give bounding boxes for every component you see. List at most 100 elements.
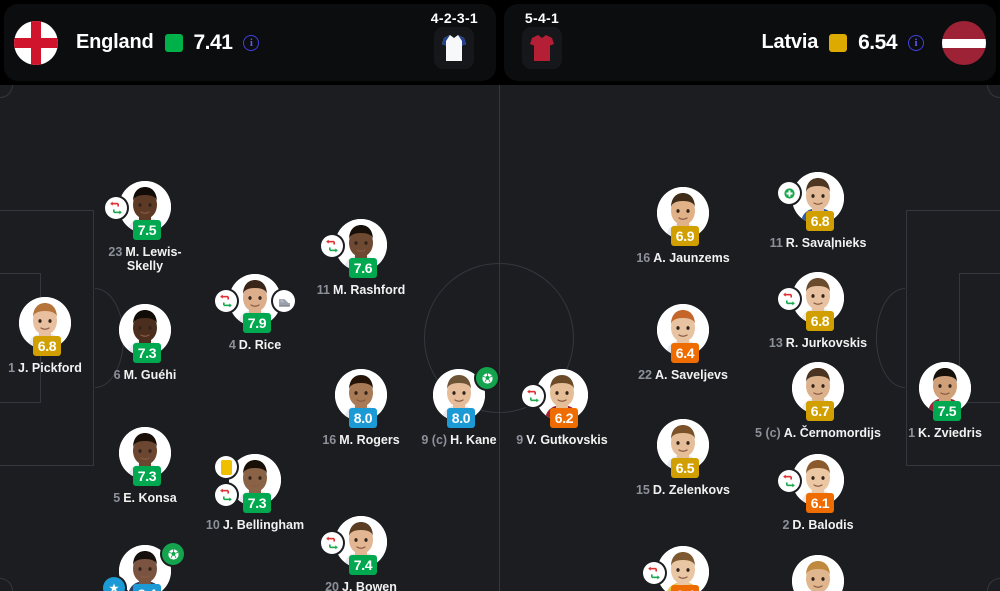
away-team-card[interactable]: 5-4-1 Latvia 6.54 i <box>504 4 996 81</box>
yellow-card-icon <box>215 456 237 478</box>
player-r-sava-nieks[interactable]: 6.8 11 R. Savaļnieks <box>748 172 888 250</box>
jersey-white-icon <box>434 27 475 69</box>
goal-box-right <box>959 273 1000 403</box>
player-name-label: 9 (c) H. Kane <box>421 433 496 447</box>
corner-arc <box>987 85 1000 98</box>
player-avatar-wrap[interactable]: 7.3 <box>119 304 171 363</box>
player-number: 20 <box>325 580 340 591</box>
player-number: 9 <box>516 433 524 447</box>
player-r-james[interactable]: 8.43R. James <box>75 543 215 591</box>
player-avatar-wrap[interactable]: 6.5 <box>657 419 709 478</box>
player-avatar-wrap[interactable]: 6.4 <box>792 555 844 591</box>
player-rating: 7.5 <box>133 220 161 240</box>
player-j-pickford[interactable]: 6.8 1 J. Pickford <box>0 297 115 375</box>
player-avatar-wrap[interactable]: 6.2 <box>522 369 588 428</box>
away-team-rating: 6.54 <box>858 30 897 54</box>
player-name: M. Lewis-Skelly <box>125 245 182 273</box>
player-name: M. Rashford <box>332 283 406 297</box>
player-m-gu-hi[interactable]: 7.3 6 M. Guéhi <box>75 304 215 382</box>
avatar <box>119 181 171 233</box>
player-number: 5 <box>113 491 121 505</box>
substitution-icon[interactable] <box>321 532 343 554</box>
player-j-bowen[interactable]: 7.4 20 J. Bowen <box>291 516 431 591</box>
player-name: R. Jurkovskis <box>785 336 868 350</box>
player-name-label: 2 D. Balodis <box>782 518 853 532</box>
player-name: E. Konsa <box>123 491 177 505</box>
player-name: H. Kane <box>450 433 497 447</box>
player-avatar-wrap[interactable]: 8.0 <box>433 367 498 428</box>
assist-boot-icon[interactable] <box>273 290 295 312</box>
injury-icon[interactable] <box>778 182 800 204</box>
player-avatar-wrap[interactable]: 6.8 <box>778 272 844 331</box>
player-e-konsa[interactable]: 7.3 5 E. Konsa <box>75 427 215 505</box>
player-a-ciganiks[interactable]: 6.414A. Ciganiks <box>748 555 888 591</box>
player-r-jurkovskis[interactable]: 6.8 13 R. Jurkovskis <box>748 272 888 350</box>
player-m-rashford[interactable]: 7.6 11 M. Rashford <box>291 219 431 297</box>
player-name-label: 16 M. Rogers <box>322 433 399 447</box>
player-avatar-wrap[interactable]: 8.4 <box>103 543 184 591</box>
substitution-icon[interactable] <box>321 235 343 257</box>
player-avatar-wrap[interactable]: 6.4 <box>657 304 709 363</box>
player-m-lewis-skelly[interactable]: 7.5 23 M. Lewis-Skelly <box>75 181 215 273</box>
player-avatar-wrap[interactable]: 8.0 <box>335 369 387 428</box>
player-avatar-wrap[interactable]: 6.8 <box>778 172 844 231</box>
player-rating: 6.9 <box>671 226 699 246</box>
player-rating: 6.1 <box>806 493 834 513</box>
substitution-icon[interactable] <box>522 385 544 407</box>
player-avatar-wrap[interactable]: 6.1 <box>778 454 844 513</box>
player-name: D. Balodis <box>792 518 854 532</box>
player-avatar-wrap[interactable]: 6.4 <box>643 546 709 591</box>
substitution-icon[interactable] <box>105 197 127 219</box>
away-formation: 5-4-1 <box>524 10 560 26</box>
player-name-label: 20 J. Bowen <box>325 580 397 591</box>
player-name: K. Zviedris <box>918 426 982 440</box>
flag-england-icon <box>14 20 58 65</box>
player-avatar-wrap[interactable]: 7.9 <box>215 274 295 333</box>
player-a-ernomordijs[interactable]: 6.7 5 (c) A. Černomordijs <box>748 362 888 440</box>
pitch: 6.8 1 J. Pickford 7.5 23 M. Lewis-Skelly 7.3 6 M… <box>0 85 1000 591</box>
player-d-zelenkovs[interactable]: 6.5 15 D. Zelenkovs <box>613 419 753 497</box>
substitution-icon[interactable] <box>215 484 237 506</box>
player-avatar-wrap[interactable]: 6.8 <box>19 297 71 356</box>
motm-star-icon[interactable] <box>103 577 125 591</box>
substitution-icon[interactable] <box>778 288 800 310</box>
player-name-label: 10 J. Bellingham <box>206 518 304 532</box>
player-j-ikaunieks[interactable]: 6.410J. Ikaunieks <box>613 546 753 591</box>
player-m-rogers[interactable]: 8.0 16 M. Rogers <box>291 369 431 447</box>
goal-icon[interactable] <box>162 543 184 565</box>
info-icon[interactable]: i <box>243 34 260 51</box>
player-avatar-wrap[interactable]: 7.3 <box>215 454 281 513</box>
player-avatar-wrap[interactable]: 6.7 <box>792 362 844 421</box>
player-j-bellingham[interactable]: 7.3 10 J. Bellingham <box>185 454 325 532</box>
home-formation: 4-2-3-1 <box>430 10 478 26</box>
goal-icon[interactable] <box>476 367 498 389</box>
avatar <box>657 304 709 356</box>
substitution-icon[interactable] <box>215 290 237 312</box>
player-avatar-wrap[interactable]: 7.5 <box>105 181 171 240</box>
home-team-card[interactable]: England 7.41 i 4-2-3-1 <box>4 4 496 81</box>
penalty-box-left <box>0 210 94 466</box>
player-rating: 8.0 <box>349 408 377 428</box>
away-team-name: Latvia <box>761 31 819 53</box>
player-v-gutkovskis[interactable]: 6.2 9 V. Gutkovskis <box>492 369 632 447</box>
info-icon[interactable]: i <box>908 34 924 51</box>
teams-header: England 7.41 i 4-2-3-1 5-4-1 <box>0 0 1000 85</box>
player-d-rice[interactable]: 7.9 4 D. Rice <box>185 274 325 352</box>
player-name: V. Gutkovskis <box>526 433 608 447</box>
player-a-saveljevs[interactable]: 6.4 22 A. Saveljevs <box>613 304 753 382</box>
player-d-balodis[interactable]: 6.1 2 D. Balodis <box>748 454 888 532</box>
player-a-jaunzems[interactable]: 6.9 16 A. Jaunzems <box>613 187 753 265</box>
player-h-kane[interactable]: 8.0 9 (c) H. Kane <box>389 367 529 447</box>
player-avatar-wrap[interactable]: 7.4 <box>321 516 387 575</box>
player-avatar-wrap[interactable]: 7.3 <box>119 427 171 486</box>
player-rating: 6.8 <box>806 211 834 231</box>
substitution-icon[interactable] <box>643 562 665 584</box>
player-name-label: 5 E. Konsa <box>113 491 176 505</box>
player-avatar-wrap[interactable]: 7.6 <box>321 219 387 278</box>
player-avatar-wrap[interactable]: 6.9 <box>657 187 709 246</box>
substitution-icon[interactable] <box>778 470 800 492</box>
penalty-box-right <box>906 210 1000 466</box>
player-avatar-wrap[interactable]: 7.5 <box>919 362 971 421</box>
player-k-zviedris[interactable]: 7.5 1 K. Zviedris <box>875 362 1000 440</box>
player-name: J. Bowen <box>342 580 397 591</box>
